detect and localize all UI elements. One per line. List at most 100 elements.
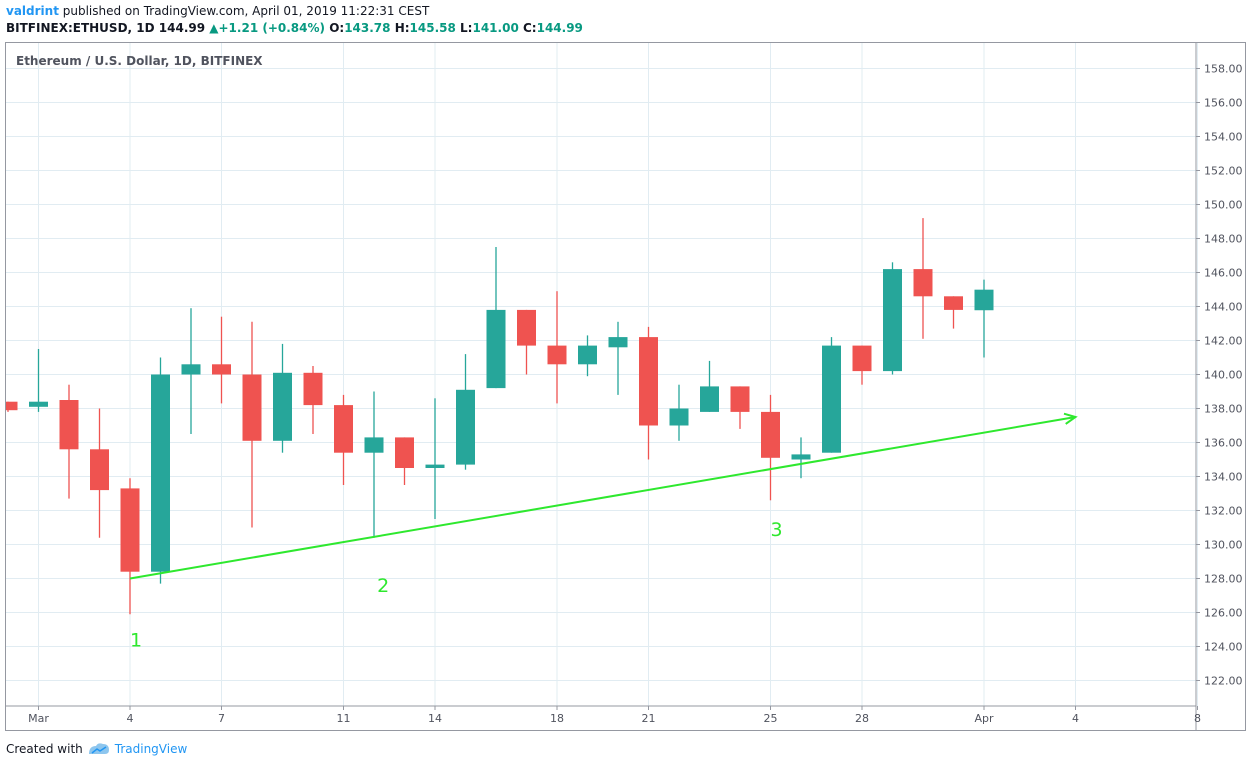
y-tick-label: 154.00 (1204, 131, 1243, 144)
candle-body (669, 408, 689, 426)
tradingview-brand[interactable]: TradingView (114, 742, 188, 756)
x-tick-label: Mar (28, 712, 49, 725)
y-tick-label: 130.00 (1204, 539, 1243, 552)
triangle-up-icon: ▲ (209, 21, 219, 35)
y-tick-label: 146.00 (1204, 267, 1243, 280)
candle-body (791, 454, 811, 460)
candle-body (608, 337, 628, 348)
author-name[interactable]: valdrint (6, 4, 59, 18)
candle-body (90, 449, 109, 491)
x-tick-label: 18 (550, 712, 564, 725)
candle-up (425, 398, 445, 519)
annotations: 1 2 3 (130, 519, 783, 652)
y-tick-label: 150.00 (1204, 199, 1243, 212)
candle-body (395, 437, 414, 468)
y-tick-label: 136.00 (1204, 437, 1243, 450)
candle-up (791, 437, 811, 479)
candlestick-chart[interactable]: Ethereum / U.S. Dollar, 1D, BITFINEX 1 2 3… (6, 43, 1245, 730)
annotation-label: 2 (377, 575, 389, 597)
candle-body (334, 405, 353, 453)
x-tick-label: 4 (1072, 712, 1079, 725)
candle-body (639, 337, 658, 426)
candle-body (547, 345, 567, 365)
candle-body (578, 345, 597, 365)
candle-up (608, 321, 628, 395)
x-tick-label: 11 (337, 712, 351, 725)
y-tick-label: 138.00 (1204, 403, 1243, 416)
candle-up (578, 335, 597, 377)
trend-line-group (129, 412, 1078, 580)
x-tick-label: 7 (218, 712, 225, 725)
footer: Created with TradingView (6, 742, 187, 756)
open-label: O: (329, 21, 345, 35)
trend-line (129, 416, 1076, 580)
candle-up (364, 391, 384, 538)
candle-up (273, 343, 292, 453)
candle-body (425, 464, 445, 468)
candle-body (700, 386, 719, 412)
y-tick-label: 122.00 (1204, 675, 1243, 688)
candle-down (913, 218, 933, 339)
candle-up (456, 354, 475, 470)
price-change: +1.21 (+0.84%) (218, 21, 326, 35)
candle-body (273, 372, 292, 441)
candle-body (486, 309, 506, 389)
candle-down (59, 384, 79, 499)
candle-body (822, 345, 841, 453)
candle-down (90, 408, 109, 538)
candle-up (822, 337, 841, 453)
candle-body (883, 269, 902, 372)
candle-down (395, 437, 414, 485)
candle-down (639, 326, 658, 460)
open-value: 143.78 (344, 21, 391, 35)
symbol-label: BITFINEX:ETHUSD, 1D (6, 21, 155, 35)
candle-body (944, 296, 963, 310)
low-label: L: (460, 21, 473, 35)
y-axis: 122.00 124.00 126.00 128.00 130.00 132.00 134.… (1196, 63, 1243, 688)
candle-up (883, 262, 902, 375)
candle-down (761, 394, 780, 501)
symbol-info: BITFINEX:ETHUSD, 1D 144.99 ▲+1.21 (+0.84… (6, 21, 583, 35)
candle-body (59, 400, 79, 450)
candle-body (913, 269, 933, 297)
candle-down (242, 321, 262, 528)
candle-body (6, 401, 18, 411)
x-tick-label: 8 (1194, 712, 1201, 725)
close-value: 144.99 (536, 21, 583, 35)
y-tick-label: 140.00 (1204, 369, 1243, 382)
candle-up (700, 360, 719, 412)
y-tick-label: 144.00 (1204, 301, 1243, 314)
candle-body (517, 309, 536, 346)
candles (6, 218, 994, 615)
candle-down (730, 386, 750, 429)
annotation-label: 3 (771, 519, 783, 541)
x-tick-label: 4 (127, 712, 134, 725)
candle-up (181, 308, 201, 434)
x-tick-label: Apr (974, 712, 994, 725)
candle-down (944, 296, 963, 329)
candle-body (974, 289, 994, 311)
candle-up (486, 247, 506, 389)
low-value: 141.00 (472, 21, 519, 35)
candle-down (334, 394, 353, 485)
candle-body (303, 372, 323, 406)
y-tick-label: 124.00 (1204, 641, 1243, 654)
x-axis: Mar 4 7 11 14 18 21 25 28 Apr 4 8 (28, 706, 1201, 725)
published-text: published on TradingView.com, April 01, … (58, 4, 430, 18)
created-with-text: Created with (6, 742, 83, 756)
close-label: C: (522, 21, 537, 35)
candle-body (364, 437, 384, 453)
candle-body (29, 401, 48, 407)
candle-body (761, 411, 780, 458)
chart-title: Ethereum / U.S. Dollar, 1D, BITFINEX (16, 54, 263, 68)
candle-down (852, 345, 872, 385)
candle-body (852, 345, 872, 372)
candle-down (517, 309, 536, 375)
candle-down (547, 291, 567, 404)
candle-up (974, 279, 994, 358)
candle-up (29, 349, 48, 412)
x-tick-label: 14 (428, 712, 442, 725)
y-tick-label: 132.00 (1204, 505, 1243, 518)
y-tick-label: 156.00 (1204, 97, 1243, 110)
x-tick-label: 21 (642, 712, 656, 725)
